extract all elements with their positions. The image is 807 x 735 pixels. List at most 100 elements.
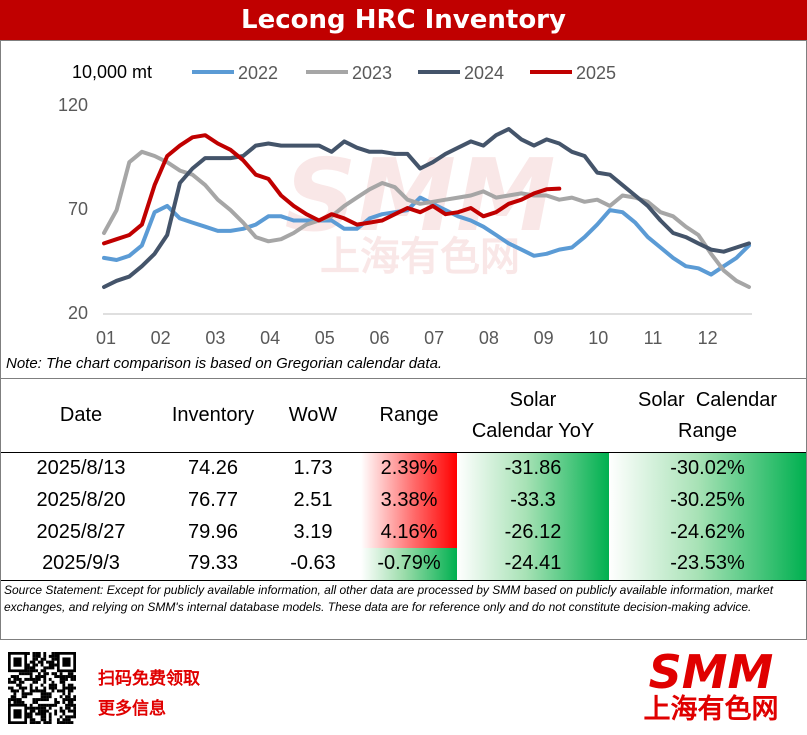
qr-module xyxy=(67,700,71,704)
qr-module xyxy=(18,672,22,676)
qr-module xyxy=(35,654,39,658)
qr-module xyxy=(51,654,55,658)
qr-module xyxy=(62,683,66,687)
qr-module xyxy=(32,654,36,658)
qr-module xyxy=(24,695,28,699)
qr-module xyxy=(56,721,60,724)
header-solar-yoy-line1: Solar xyxy=(509,388,557,411)
cell-date: 2025/8/13 xyxy=(36,456,126,479)
line-chart: SMM 上海有色网 10,000 mt 2022 2023 2024 2025 120… xyxy=(58,62,752,348)
x-tick-label: 02 xyxy=(151,328,171,348)
qr-module xyxy=(48,712,52,716)
qr-module xyxy=(62,677,66,681)
qr-module xyxy=(35,652,39,655)
table-header-row: Date Inventory WoW Range Solar Calendar … xyxy=(1,380,806,453)
qr-module xyxy=(43,703,47,707)
legend-item: 2024 xyxy=(418,63,504,83)
qr-module xyxy=(8,686,11,690)
qr-module xyxy=(37,706,41,710)
qr-module xyxy=(51,652,55,655)
qr-module xyxy=(35,712,39,716)
qr-module xyxy=(35,706,39,710)
qr-module xyxy=(16,677,19,681)
cell-inventory: 76.77 xyxy=(187,488,239,511)
qr-module xyxy=(29,706,33,710)
qr-module xyxy=(18,700,22,704)
cell-inventory: 79.33 xyxy=(161,548,265,581)
qr-module xyxy=(35,677,39,681)
qr-module xyxy=(10,680,14,684)
qr-module xyxy=(73,712,76,716)
qr-module xyxy=(54,683,58,687)
qr-module xyxy=(70,689,74,693)
qr-module xyxy=(13,689,17,693)
qr-module xyxy=(48,677,52,681)
header-inventory: Inventory xyxy=(161,380,265,453)
qr-module xyxy=(8,700,11,704)
qr-module xyxy=(35,669,39,673)
promo-text-line1: 扫码免费领取 xyxy=(98,669,200,689)
qr-module xyxy=(18,680,22,684)
qr-module xyxy=(73,677,76,681)
qr-module xyxy=(54,700,58,704)
qr-module xyxy=(37,721,41,724)
qr-module xyxy=(8,677,11,681)
cell-solar-range: -30.02% xyxy=(609,452,806,484)
qr-module xyxy=(62,700,66,704)
watermark-chinese: 上海有色网 xyxy=(320,234,520,280)
qr-module xyxy=(37,712,41,716)
qr-module xyxy=(73,686,76,690)
qr-module xyxy=(43,712,47,716)
legend-label: 2023 xyxy=(352,63,392,83)
qr-module xyxy=(37,698,41,702)
qr-module xyxy=(43,652,47,655)
qr-module xyxy=(65,703,68,707)
qr-module xyxy=(51,703,55,707)
qr-module xyxy=(40,675,44,679)
qr-module xyxy=(16,683,19,687)
qr-module xyxy=(56,700,60,704)
qr-module xyxy=(29,669,33,673)
cell-solar-yoy: -33.3 xyxy=(457,484,609,516)
table-row: 2025/8/20 76.77 2.51 3.38% -33.3 -30.25% xyxy=(1,484,806,516)
legend-item: 2023 xyxy=(306,63,392,83)
qr-module xyxy=(35,686,39,690)
qr-module xyxy=(35,698,39,702)
qr-module xyxy=(70,709,74,713)
cell-wow: 1.73 xyxy=(293,456,333,479)
qr-module xyxy=(73,675,76,679)
qr-module xyxy=(29,715,33,719)
qr-module xyxy=(32,657,36,661)
qr-module xyxy=(37,652,41,655)
qr-module xyxy=(65,706,68,710)
table-row: 2025/8/27 79.96 3.19 4.16% -26.12 -24.62% xyxy=(1,516,806,548)
qr-module xyxy=(67,692,71,696)
qr-module xyxy=(29,675,33,679)
qr-module xyxy=(32,700,36,704)
qr-module xyxy=(13,675,17,679)
header-solar-range: Solar Calendar Range xyxy=(609,380,806,453)
cell-date: 2025/8/27 xyxy=(36,520,126,543)
qr-module xyxy=(21,672,25,676)
qr-module xyxy=(43,706,47,710)
qr-module xyxy=(40,712,44,716)
qr-module xyxy=(54,672,58,676)
y-axis: 120 70 20 xyxy=(58,95,88,323)
qr-module xyxy=(27,706,30,710)
qr-module xyxy=(40,709,44,713)
qr-module xyxy=(32,709,36,713)
qr-module xyxy=(29,683,33,687)
qr-module xyxy=(29,692,33,696)
qr-module xyxy=(18,686,22,690)
cell-solar-range: -30.25% xyxy=(609,484,806,516)
qr-module xyxy=(70,715,74,719)
legend-label: 2024 xyxy=(464,63,504,83)
qr-module xyxy=(35,721,39,724)
x-tick-label: 01 xyxy=(96,328,116,348)
qr-module xyxy=(70,683,74,687)
unit-label: 10,000 mt xyxy=(72,62,152,82)
qr-module xyxy=(59,680,63,684)
qr-module xyxy=(16,689,19,693)
qr-module xyxy=(48,703,52,707)
qr-module xyxy=(51,663,55,667)
